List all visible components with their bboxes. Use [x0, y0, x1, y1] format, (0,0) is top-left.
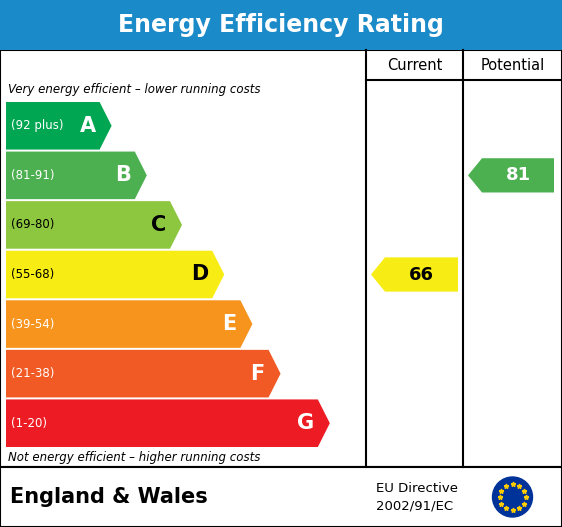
Text: (55-68): (55-68): [11, 268, 55, 281]
Polygon shape: [6, 152, 147, 199]
Text: 66: 66: [409, 266, 434, 284]
Text: (21-38): (21-38): [11, 367, 55, 380]
Text: (39-54): (39-54): [11, 318, 55, 330]
Polygon shape: [6, 201, 182, 249]
Text: England & Wales: England & Wales: [10, 487, 208, 507]
Text: 81: 81: [505, 167, 531, 184]
Text: (81-91): (81-91): [11, 169, 55, 182]
Polygon shape: [468, 158, 554, 192]
Polygon shape: [371, 257, 458, 291]
Polygon shape: [6, 350, 280, 397]
Circle shape: [492, 477, 533, 517]
Bar: [0, 467, 562, 527]
Polygon shape: [6, 251, 224, 298]
Text: (92 plus): (92 plus): [11, 119, 64, 132]
Text: (69-80): (69-80): [11, 218, 55, 231]
Text: C: C: [151, 215, 166, 235]
Bar: [0, 0, 562, 50]
Polygon shape: [6, 102, 112, 150]
Text: D: D: [191, 265, 209, 285]
Text: G: G: [297, 413, 314, 433]
Polygon shape: [6, 399, 330, 447]
Bar: [0, 50, 562, 467]
Text: Very energy efficient – lower running costs: Very energy efficient – lower running co…: [8, 83, 261, 96]
Text: Potential: Potential: [481, 57, 545, 73]
Text: B: B: [115, 165, 131, 186]
Text: EU Directive
2002/91/EC: EU Directive 2002/91/EC: [376, 482, 458, 512]
Text: Current: Current: [387, 57, 442, 73]
Text: F: F: [250, 364, 265, 384]
Text: Not energy efficient – higher running costs: Not energy efficient – higher running co…: [8, 451, 260, 464]
Polygon shape: [6, 300, 252, 348]
Text: (1-20): (1-20): [11, 417, 47, 430]
Text: A: A: [79, 116, 96, 136]
Text: E: E: [222, 314, 237, 334]
Text: Energy Efficiency Rating: Energy Efficiency Rating: [118, 13, 444, 37]
